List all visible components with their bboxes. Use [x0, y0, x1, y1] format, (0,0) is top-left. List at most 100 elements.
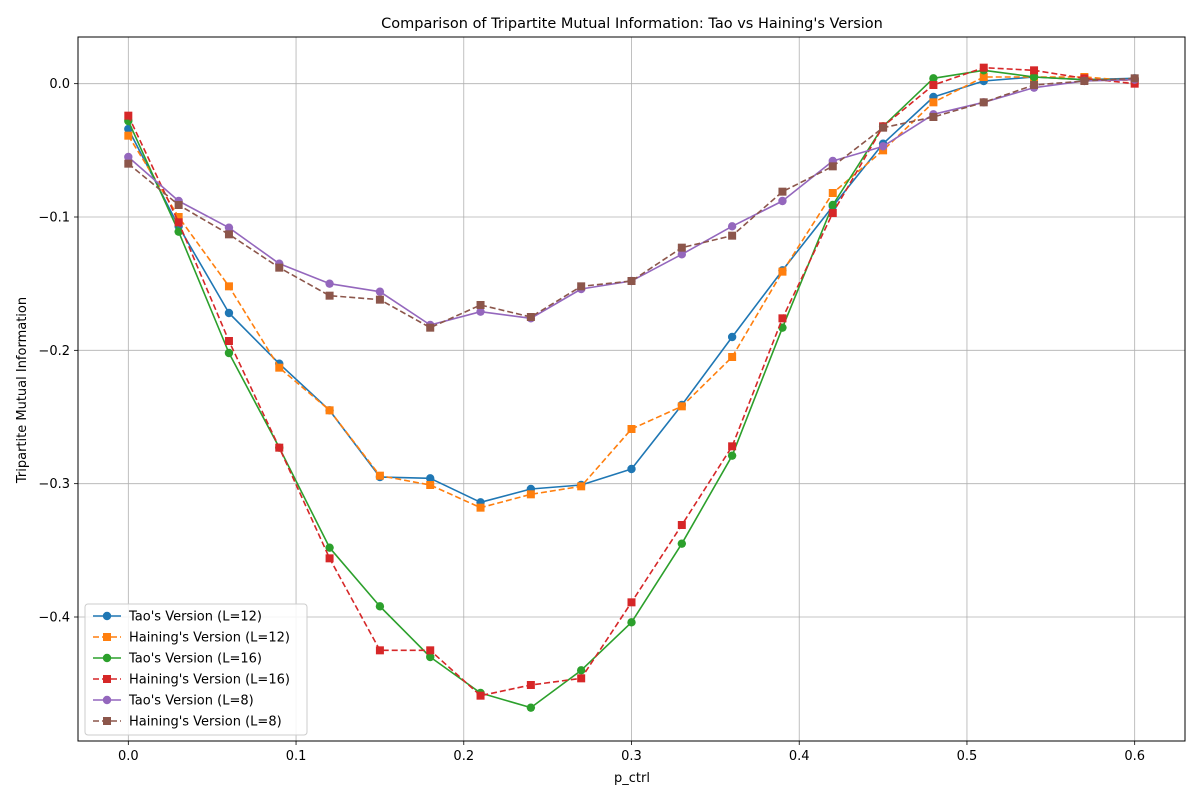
legend-swatch-marker — [103, 675, 111, 683]
legend-label: Tao's Version (L=16) — [128, 652, 262, 667]
x-tick-label: 0.0 — [118, 749, 139, 764]
data-point — [929, 74, 938, 83]
data-point — [476, 691, 485, 700]
legend-swatch-marker — [102, 653, 112, 663]
data-point — [1030, 66, 1039, 75]
data-point — [124, 111, 133, 120]
chart-title: Comparison of Tripartite Mutual Informat… — [381, 16, 883, 32]
data-point — [124, 159, 133, 168]
data-point — [627, 277, 636, 285]
legend-label: Tao's Version (L=12) — [128, 610, 262, 625]
data-point — [375, 646, 384, 655]
data-point — [476, 301, 485, 309]
data-point — [727, 332, 737, 342]
data-point — [526, 490, 535, 499]
x-tick-label: 0.3 — [621, 749, 642, 764]
data-point — [325, 554, 334, 563]
x-tick-label: 0.5 — [957, 749, 978, 764]
data-point — [174, 213, 183, 221]
axis-ticks: 0.0 0.1 0.2 0.3 0.4 0.5 0.6 0.0 −0.1 −0.2 −0.3 −0.4 — [38, 77, 1145, 764]
data-point — [728, 231, 737, 240]
y-tick-label: −0.3 — [38, 477, 70, 492]
data-point — [124, 131, 133, 140]
data-point — [224, 348, 234, 358]
data-point — [577, 674, 586, 683]
data-point — [979, 63, 988, 72]
data-point — [224, 308, 234, 318]
data-point — [1030, 81, 1039, 89]
data-point — [677, 250, 687, 259]
y-axis-label: Tripartite Mutual Information — [15, 297, 30, 484]
data-point — [325, 543, 334, 552]
data-point — [828, 209, 837, 217]
data-point — [879, 123, 888, 132]
legend-label: Haining's Version (L=16) — [129, 673, 290, 688]
data-point — [174, 227, 183, 236]
x-tick-label: 0.6 — [1124, 749, 1145, 764]
series-6 — [124, 74, 1139, 332]
data-point — [1029, 72, 1039, 82]
data-point — [727, 451, 737, 460]
data-point — [174, 201, 183, 209]
data-point — [426, 474, 435, 483]
data-point — [325, 291, 334, 300]
legend: Tao's Version (L=12) Haining's Version (L… — [84, 603, 308, 736]
data-point — [778, 196, 787, 206]
y-tick-label: −0.1 — [38, 211, 70, 226]
data-point — [375, 471, 384, 480]
data-point — [426, 481, 435, 489]
data-point — [828, 189, 837, 197]
legend-label: Haining's Version (L=12) — [129, 631, 290, 646]
data-point — [979, 73, 988, 81]
data-point — [224, 223, 234, 232]
data-point — [677, 521, 686, 529]
legend-label: Tao's Version (L=8) — [128, 694, 254, 709]
data-point — [224, 337, 233, 345]
series-line — [127, 77, 1135, 329]
x-axis-label: p_ctrl — [614, 771, 650, 786]
legend-label: Haining's Version (L=8) — [129, 715, 282, 730]
legend-swatch-marker — [102, 695, 112, 705]
data-point — [576, 666, 586, 675]
y-tick-label: −0.2 — [38, 344, 70, 359]
data-point — [627, 425, 636, 433]
data-point — [275, 263, 284, 272]
data-point — [727, 222, 737, 231]
data-point — [577, 282, 586, 291]
legend-swatch-marker — [103, 717, 111, 725]
data-point — [878, 142, 888, 151]
data-point — [1080, 77, 1089, 85]
data-point — [778, 267, 787, 276]
data-point — [627, 464, 636, 474]
legend-swatch-marker — [102, 611, 112, 621]
data-point — [375, 295, 384, 304]
data-point — [275, 363, 284, 372]
data-point — [677, 539, 687, 548]
data-point — [1130, 74, 1139, 83]
legend-box — [84, 603, 308, 736]
x-tick-label: 0.1 — [286, 749, 307, 764]
data-point — [929, 98, 938, 107]
legend-swatch-marker — [103, 633, 111, 641]
data-point — [426, 652, 435, 662]
data-point — [677, 243, 686, 252]
data-point — [124, 152, 133, 162]
data-point — [426, 646, 435, 655]
y-tick-label: 0.0 — [49, 77, 70, 92]
x-tick-label: 0.4 — [789, 749, 810, 764]
x-tick-label: 0.2 — [453, 749, 474, 764]
data-point — [526, 681, 535, 689]
data-point — [828, 162, 837, 171]
data-point — [577, 482, 586, 491]
data-point — [778, 314, 787, 323]
data-point — [426, 323, 435, 332]
data-point — [828, 200, 837, 210]
data-point — [476, 307, 485, 316]
series-layer — [124, 63, 1139, 712]
y-tick-label: −0.4 — [38, 611, 70, 626]
data-point — [375, 602, 385, 611]
data-point — [728, 353, 737, 361]
data-point — [275, 443, 284, 452]
